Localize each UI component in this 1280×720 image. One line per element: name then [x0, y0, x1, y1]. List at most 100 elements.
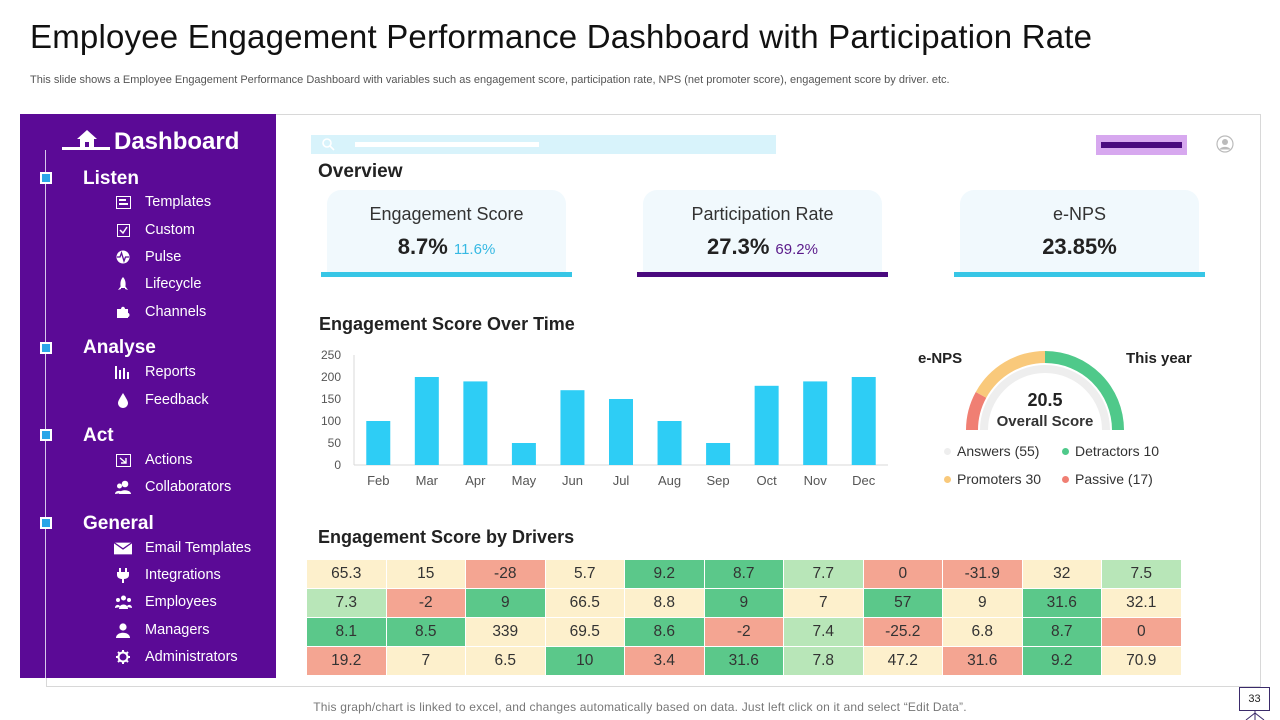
section-general[interactable]: General [83, 513, 154, 534]
puzzle-icon [114, 304, 132, 320]
gauge-segment-detractors [1045, 351, 1124, 430]
legend-dot [944, 447, 951, 455]
enps-gauge: e-NPS This year 20.5 Overall Score [918, 350, 1192, 431]
card-sub-value: 11.6% [453, 241, 496, 258]
gauge-segment-passive [966, 391, 987, 430]
heatmap-cell: 5.7 [544, 559, 625, 589]
plug-icon [114, 567, 132, 583]
legend-answers: Answers (55) [944, 443, 1039, 459]
sidebar-item-label: Integrations [145, 567, 221, 583]
gauge-segment-promoters [975, 351, 1045, 398]
participation-rate-card: Participation Rate 27.3% 69.2% [643, 190, 882, 272]
section-act[interactable]: Act [83, 425, 114, 446]
sidebar-item-templates[interactable]: Templates [114, 194, 211, 210]
sidebar-item-administrators[interactable]: Administrators [114, 649, 238, 665]
x-tick-label: Nov [804, 473, 828, 488]
envelope-icon [114, 540, 132, 556]
sidebar-item-label: Custom [145, 222, 195, 238]
users-icon [114, 479, 132, 495]
sidebar-item-label: Collaborators [145, 479, 232, 495]
drivers-heatmap-table: 65.3 15 -28 5.7 9.2 8.7 7.7 0 -31.9 32 7.5 7.3 -2 9 66… [306, 559, 1182, 676]
heatmap-cell: 8.1 [306, 617, 387, 647]
action-button[interactable] [1096, 135, 1187, 155]
legend-dot [1062, 475, 1069, 483]
sidebar-item-email-templates[interactable]: Email Templates [114, 540, 251, 556]
heatmap-cell: 3.4 [624, 646, 705, 676]
sidebar-item-collaborators[interactable]: Collaborators [114, 479, 231, 495]
section-listen[interactable]: Listen [83, 168, 139, 189]
bar-apr [463, 381, 488, 465]
sidebar-item-label: Email Templates [145, 540, 252, 556]
sidebar-item-pulse[interactable]: Pulse [114, 249, 181, 265]
gauge-right-label: This year [1126, 350, 1192, 367]
footer-note: This graph/chart is linked to excel, and… [313, 700, 967, 714]
template-icon [114, 194, 132, 210]
sidebar-item-actions[interactable]: Actions [114, 452, 193, 468]
sidebar-item-label: Pulse [145, 249, 182, 265]
card-label: e-NPS [1052, 204, 1106, 224]
heatmap-cell: 32.1 [1101, 588, 1182, 618]
bar-chart-icon [114, 364, 132, 380]
card-value: 8.7% [397, 234, 448, 259]
drivers-title: Engagement Score by Drivers [318, 527, 575, 547]
bar-oct [754, 385, 779, 465]
x-tick-label: Mar [416, 473, 439, 488]
legend-passive: Passive (17) [1062, 471, 1153, 487]
sidebar-item-label: Employees [145, 594, 217, 610]
y-tick-label: 100 [321, 414, 341, 428]
sidebar-item-feedback[interactable]: Feedback [114, 392, 209, 408]
heatmap-cell: 0 [862, 559, 943, 589]
rocket-icon [114, 276, 132, 292]
heatmap-cell: 66.5 [544, 588, 625, 618]
sidebar-item-channels[interactable]: Channels [114, 304, 206, 320]
sidebar-item-custom[interactable]: Custom [114, 222, 195, 238]
heatmap-cell: -2 [385, 588, 466, 618]
heatmap-cell: -31.9 [942, 559, 1023, 589]
sidebar-item-employees[interactable]: Employees [114, 594, 217, 610]
sidebar-item-managers[interactable]: Managers [114, 622, 209, 638]
sidebar-item-reports[interactable]: Reports [114, 364, 196, 380]
bar-aug [657, 421, 682, 465]
sidebar-item-label: Managers [145, 622, 210, 638]
sidebar-item-lifecycle[interactable]: Lifecycle [114, 276, 201, 292]
heatmap-cell: 7 [385, 646, 466, 676]
y-tick-label: 250 [321, 348, 341, 362]
legend-promoters: Promoters 30 [944, 471, 1041, 487]
search-placeholder-bar [355, 142, 539, 147]
gauge-score: 20.5 [1027, 390, 1062, 410]
sidebar-item-integrations[interactable]: Integrations [114, 567, 221, 583]
heatmap-cell: 9 [942, 588, 1023, 618]
custom-icon [114, 222, 132, 238]
legend-label: Detractors 10 [1075, 443, 1160, 459]
card-value: 23.85% [1042, 234, 1117, 259]
heatmap-cell: 10 [544, 646, 625, 676]
y-tick-label: 0 [334, 458, 341, 472]
sidebar-item-label: Feedback [145, 392, 209, 408]
x-tick-label: Aug [658, 473, 681, 488]
heatmap-cell: 9 [465, 588, 546, 618]
engagement-score-card: Engagement Score 8.7% 11.6% [327, 190, 566, 272]
card-label: Engagement Score [369, 204, 524, 224]
sidebar-title: Dashboard [114, 128, 240, 155]
heatmap-cell: 339 [465, 617, 546, 647]
engagement-bar-chart: 0 50 100 150 200 250 Feb Mar Apr May Jun Jul Aug Sep O… [321, 348, 888, 488]
section-bullet-analyse [40, 342, 52, 354]
bar-feb [366, 421, 391, 465]
user-profile-icon[interactable] [1216, 135, 1234, 153]
sidebar-item-label: Channels [145, 304, 207, 320]
heatmap-cell: 6.8 [942, 617, 1023, 647]
search-icon [322, 138, 335, 151]
section-analyse[interactable]: Analyse [83, 337, 156, 358]
page-number: 33 [1239, 687, 1270, 711]
card-label: Participation Rate [691, 204, 834, 224]
drop-icon [114, 392, 132, 408]
y-tick-label: 50 [328, 436, 342, 450]
heatmap-cell: 8.7 [1021, 617, 1102, 647]
legend-label: Promoters 30 [957, 471, 1042, 487]
section-bullet-general [40, 517, 52, 529]
heatmap-cell: 7.4 [783, 617, 864, 647]
heatmap-cell: 70.9 [1101, 646, 1182, 676]
heatmap-cell: -28 [465, 559, 546, 589]
search-input[interactable] [311, 135, 776, 154]
gauge-inner-ring [980, 365, 1110, 431]
